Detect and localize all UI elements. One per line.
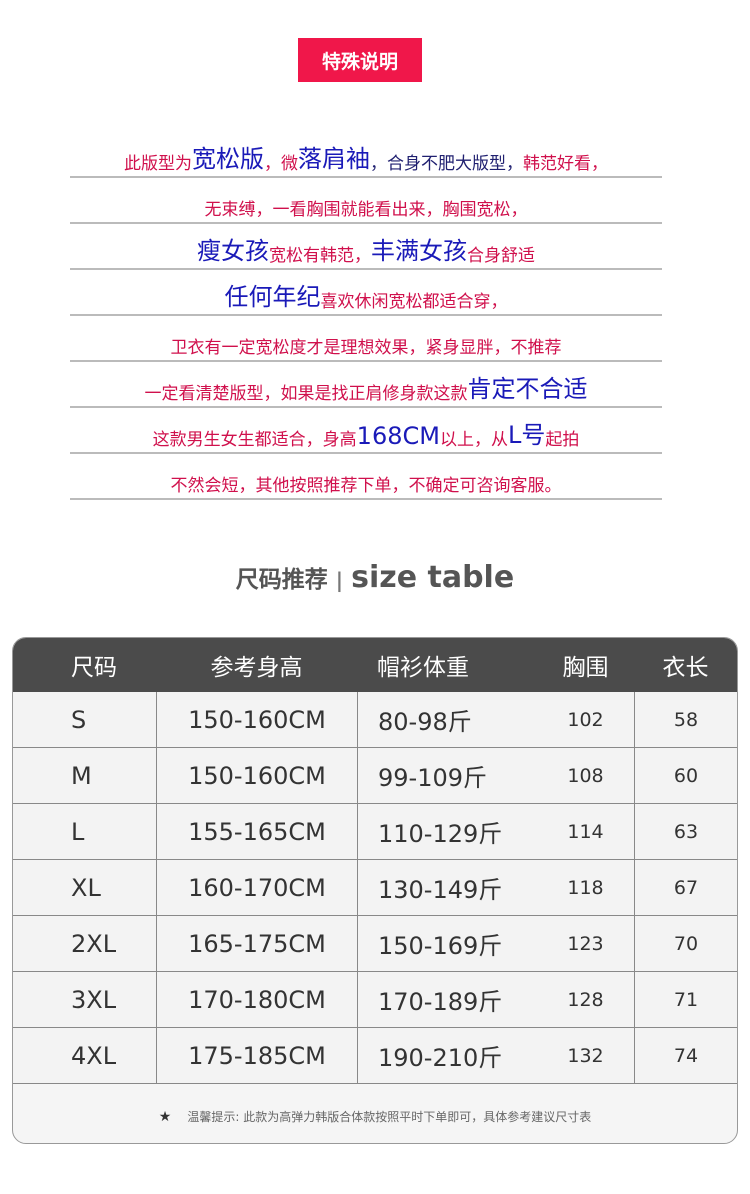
- note-line: 无束缚，一看胸围就能看出来，胸围宽松，: [70, 178, 662, 224]
- title-separator: |: [335, 568, 344, 592]
- cell-height: 160-170CM: [156, 860, 357, 915]
- cell-length: 70: [634, 916, 737, 971]
- cell-chest: 108: [567, 764, 604, 787]
- cell-height: 170-180CM: [156, 972, 357, 1027]
- note-line: 不然会短，其他按照推荐下单，不确定可咨询客服。: [70, 454, 662, 500]
- notes-lines: 此版型为 宽松版 ，微 落肩袖 ，合身不肥大版型， 韩范好看， 无束缚，一看胸围就能看出来，…: [70, 132, 662, 500]
- note-segment: 无束缚，一看胸围就能看出来，胸围宽松，: [204, 200, 528, 220]
- note-line: 一定看清楚版型，如果是找正肩修身款这款 肯定不合适: [70, 362, 662, 408]
- cell-size: XL: [71, 873, 101, 902]
- cell-weight: 190-210斤: [357, 1028, 537, 1083]
- star-icon: ★: [158, 1109, 172, 1125]
- note-segment: 卫衣有一定宽松度才是理想效果，紧身显胖，不推荐: [170, 338, 562, 358]
- size-table: 尺码 参考身高 帽衫体重 胸围 衣长 S 150-160CM 80-98斤 102 58…: [12, 637, 738, 1144]
- cell-chest: 114: [567, 820, 604, 843]
- note-segment: 以上，从: [439, 430, 508, 450]
- cell-size: 3XL: [71, 985, 117, 1014]
- cell-length: 60: [634, 748, 737, 803]
- table-row: XL 160-170CM 130-149斤 118 67: [13, 860, 737, 916]
- header-height: 参考身高: [210, 655, 303, 681]
- cell-height: 155-165CM: [156, 804, 357, 859]
- cell-weight: 110-129斤: [357, 804, 537, 859]
- cell-size: L: [71, 817, 85, 846]
- table-row: 2XL 165-175CM 150-169斤 123 70: [13, 916, 737, 972]
- note-segment: 不然会短，其他按照推荐下单，不确定可咨询客服。: [170, 476, 562, 496]
- cell-length: 74: [634, 1028, 737, 1083]
- header-weight: 帽衫体重: [377, 655, 469, 681]
- cell-height: 150-160CM: [156, 748, 357, 803]
- cell-size: S: [71, 705, 87, 734]
- section-title: 尺码推荐 | size table: [0, 560, 750, 595]
- table-header: 尺码 参考身高 帽衫体重 胸围 衣长: [13, 638, 737, 692]
- cell-size: M: [71, 761, 92, 790]
- section-title-en: size table: [351, 560, 515, 595]
- cell-chest: 123: [567, 932, 604, 955]
- note-segment: 起拍: [545, 430, 580, 450]
- cell-weight: 99-109斤: [357, 748, 537, 803]
- table-row: M 150-160CM 99-109斤 108 60: [13, 748, 737, 804]
- cell-size: 4XL: [71, 1041, 117, 1070]
- note-line: 任何年纪 喜欢休闲宽松都适合穿，: [70, 270, 662, 316]
- cell-chest: 102: [567, 708, 604, 731]
- cell-length: 58: [634, 692, 737, 747]
- note-segment: 喜欢休闲宽松都适合穿，: [320, 292, 508, 312]
- note-segment: 宽松有韩范，: [269, 246, 371, 266]
- note-segment: L号: [507, 421, 546, 449]
- note-segment: 一定看清楚版型，如果是找正肩修身款这款: [144, 384, 468, 404]
- table-row: 3XL 170-180CM 170-189斤 128 71: [13, 972, 737, 1028]
- note-segment: 肯定不合适: [467, 375, 588, 403]
- cell-size: 2XL: [71, 929, 117, 958]
- cell-height: 165-175CM: [156, 916, 357, 971]
- note-line: 此版型为 宽松版 ，微 落肩袖 ，合身不肥大版型， 韩范好看，: [70, 132, 662, 178]
- note-segment: 韩范好看，: [523, 154, 608, 174]
- table-row: S 150-160CM 80-98斤 102 58: [13, 692, 737, 748]
- note-segment: 合身舒适: [467, 246, 535, 266]
- note-segment: 任何年纪: [224, 283, 321, 311]
- footnote: ★ 温馨提示: 此款为高弹力韩版合体款按照平时下单即可，具体参考建议尺寸表: [13, 1108, 737, 1125]
- cell-length: 67: [634, 860, 737, 915]
- cell-chest: 132: [567, 1044, 604, 1067]
- cell-height: 150-160CM: [156, 692, 357, 747]
- cell-weight: 150-169斤: [357, 916, 537, 971]
- note-line: 卫衣有一定宽松度才是理想效果，紧身显胖，不推荐: [70, 316, 662, 362]
- table-row: 4XL 175-185CM 190-210斤 132 74: [13, 1028, 737, 1084]
- cell-weight: 80-98斤: [357, 692, 537, 747]
- table-row: L 155-165CM 110-129斤 114 63: [13, 804, 737, 860]
- header-chest: 胸围: [562, 655, 609, 681]
- section-title-cn: 尺码推荐: [235, 567, 328, 593]
- header-length: 衣长: [662, 655, 709, 681]
- note-segment: 瘦女孩: [197, 237, 269, 265]
- note-segment: 宽松版: [192, 145, 264, 173]
- note-segment: 此版型为: [124, 154, 192, 174]
- cell-weight: 130-149斤: [357, 860, 537, 915]
- cell-length: 63: [634, 804, 737, 859]
- cell-weight: 170-189斤: [357, 972, 537, 1027]
- cell-length: 71: [634, 972, 737, 1027]
- cell-height: 175-185CM: [156, 1028, 357, 1083]
- note-segment: 这款男生女生都适合，身高: [152, 430, 357, 450]
- note-segment: ，微: [264, 154, 298, 174]
- special-notes-badge: 特殊说明: [298, 38, 422, 82]
- note-segment: 丰满女孩: [371, 237, 467, 265]
- footnote-text: 温馨提示: 此款为高弹力韩版合体款按照平时下单即可，具体参考建议尺寸表: [187, 1110, 592, 1124]
- note-line: 瘦女孩 宽松有韩范， 丰满女孩 合身舒适: [70, 224, 662, 270]
- note-segment: ，合身不肥大版型，: [370, 154, 523, 174]
- note-segment: 168CM: [356, 422, 440, 450]
- note-line: 这款男生女生都适合，身高 168CM 以上，从 L号 起拍: [70, 408, 662, 454]
- note-segment: 落肩袖: [298, 145, 370, 173]
- cell-chest: 128: [567, 988, 604, 1011]
- cell-chest: 118: [567, 876, 604, 899]
- header-size: 尺码: [71, 655, 117, 681]
